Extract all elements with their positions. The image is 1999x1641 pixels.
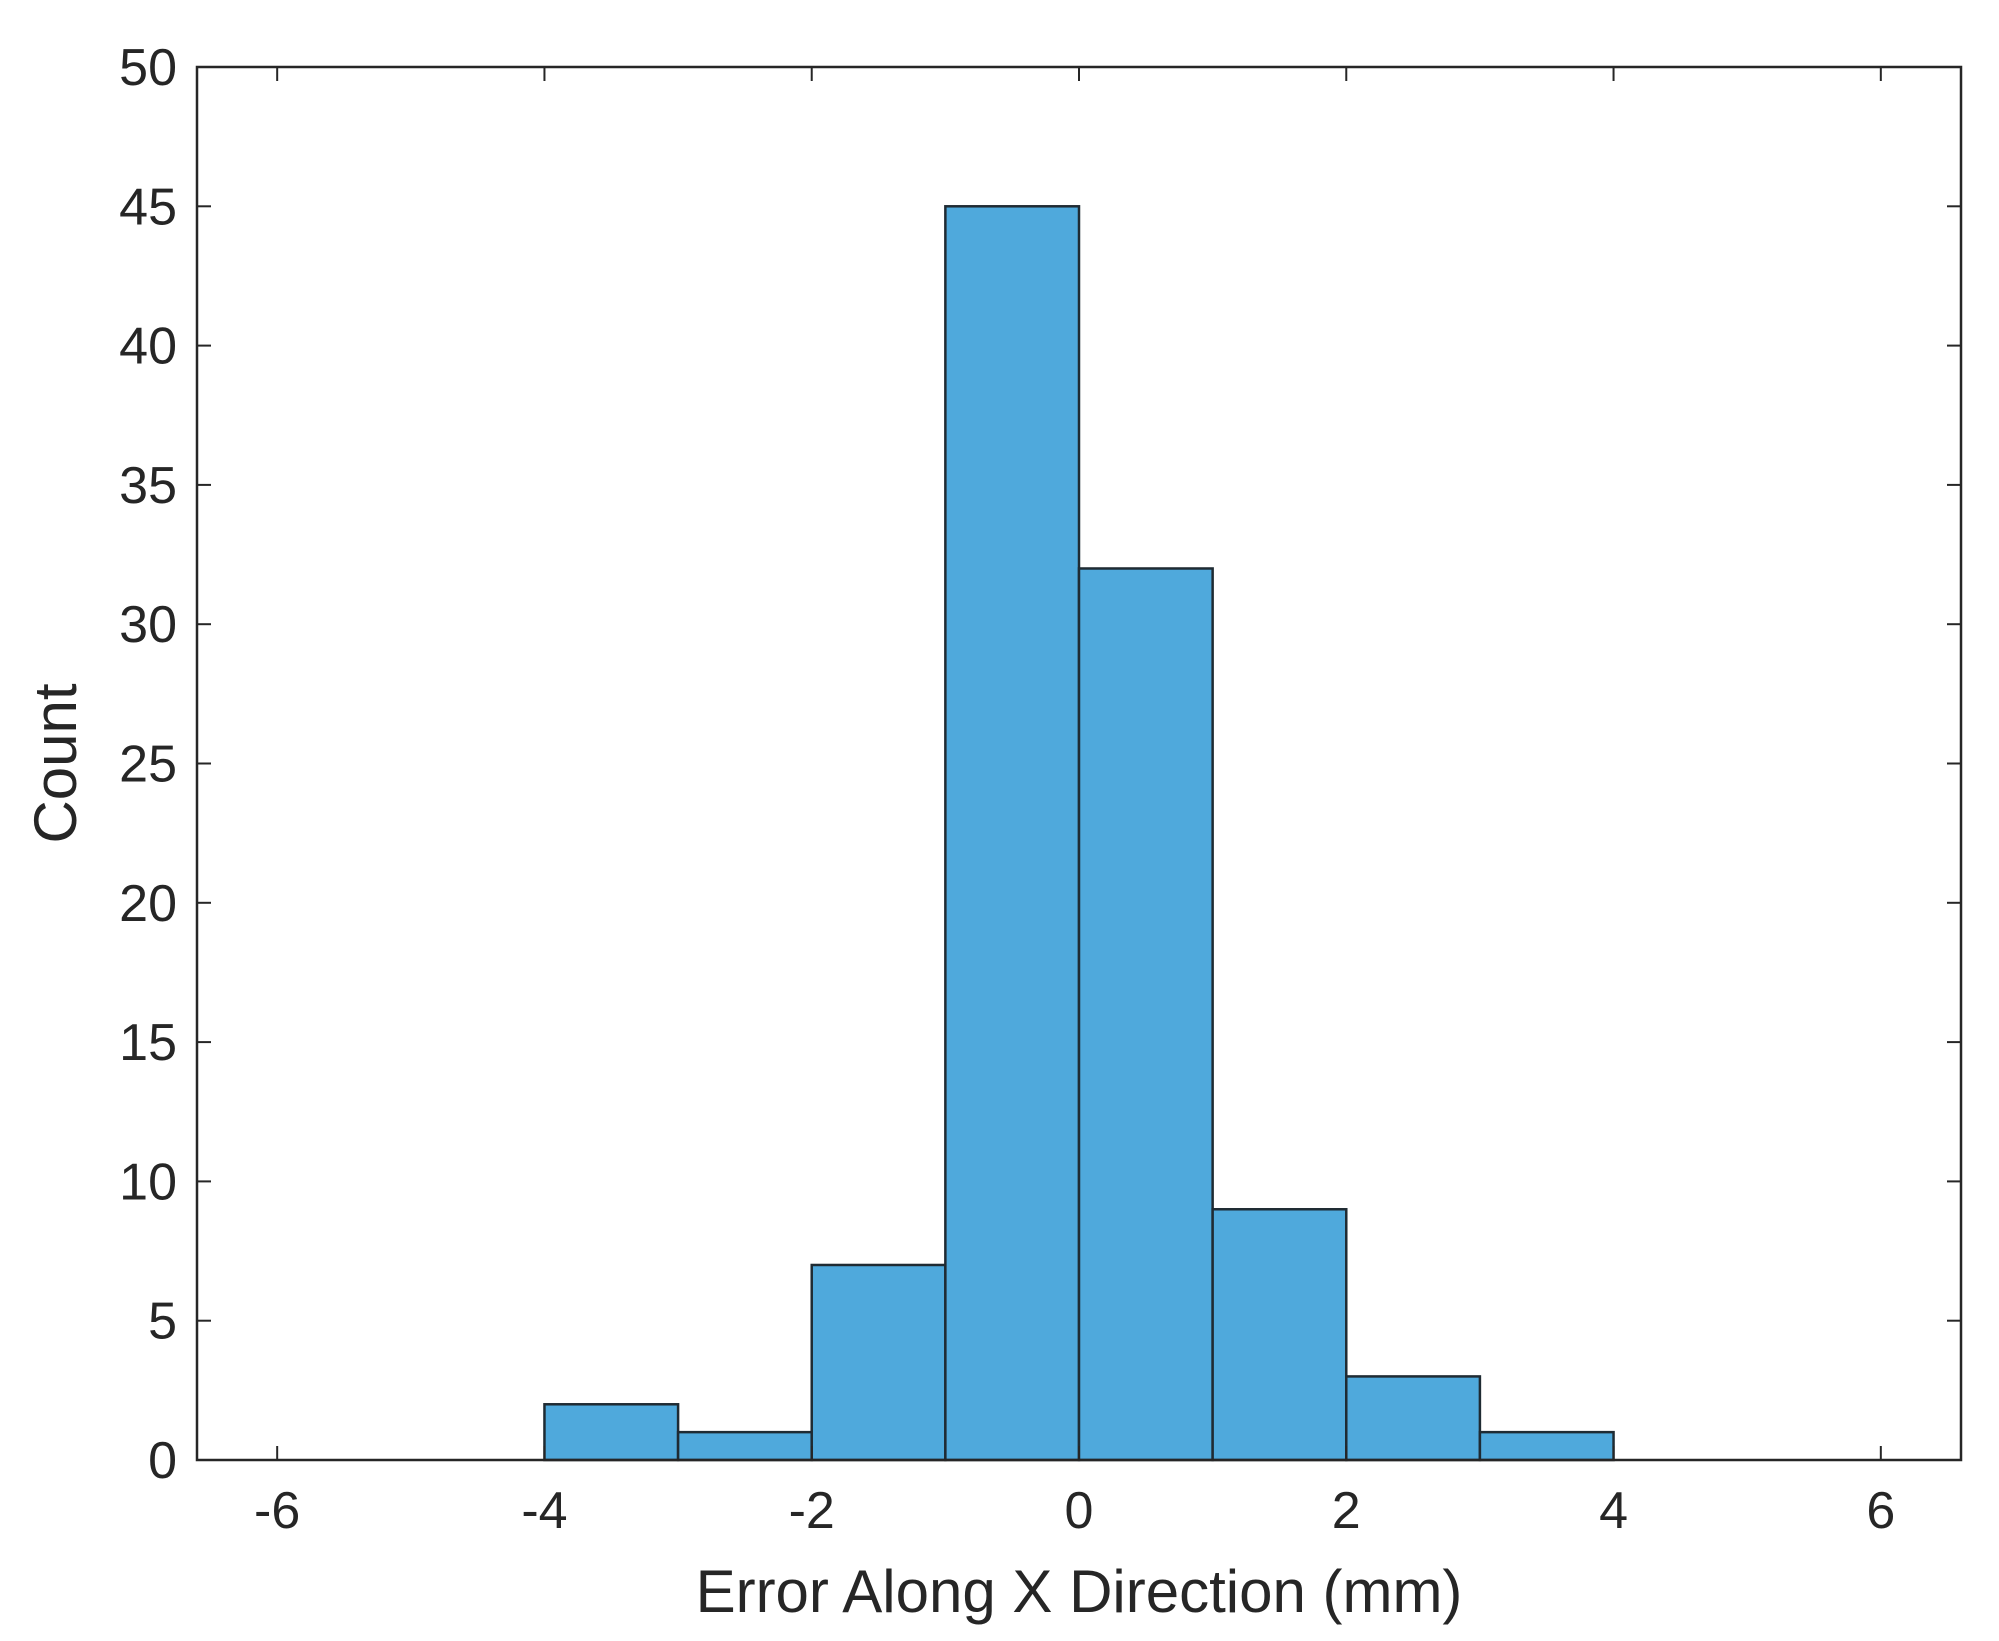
- y-tick-label: 10: [119, 1153, 177, 1211]
- axis-ticks: [197, 66, 1961, 1461]
- y-tick-label: 5: [148, 1293, 177, 1351]
- y-tick-label: 25: [119, 736, 177, 794]
- histogram-bar-6: [1345, 1375, 1482, 1462]
- x-tick-label: 2: [1332, 1482, 1361, 1540]
- x-axis-tick-labels: -6 -4 -2 0 2 4 6: [254, 1482, 1895, 1540]
- y-tick-label: 30: [119, 596, 177, 654]
- y-tick-label: 20: [119, 875, 177, 933]
- histogram-bar-1: [676, 1430, 813, 1462]
- y-tick-label: 40: [119, 318, 177, 376]
- y-tick-label: 50: [119, 39, 177, 97]
- y-tick-label: 35: [119, 457, 177, 515]
- x-tick-label: 0: [1065, 1482, 1094, 1540]
- histogram-bar-4: [1077, 567, 1214, 1462]
- x-tick-label: -2: [789, 1482, 835, 1540]
- histogram-bar-2: [810, 1263, 947, 1462]
- x-tick-label: 6: [1866, 1482, 1895, 1540]
- y-axis-tick-labels: 0 5 10 15 20 25 30 35 40 45 50: [119, 39, 177, 1490]
- histogram-bar-0: [543, 1403, 680, 1462]
- plot-area-frame: [195, 65, 1963, 1462]
- histogram-bar-3: [944, 205, 1081, 1462]
- histogram-bars: [543, 205, 1615, 1462]
- y-axis-label: Count: [22, 683, 89, 843]
- x-tick-label: -6: [254, 1482, 300, 1540]
- histogram-bar-7: [1478, 1430, 1615, 1462]
- y-tick-label: 15: [119, 1014, 177, 1072]
- histogram-bar-5: [1211, 1208, 1348, 1462]
- x-tick-label: 4: [1599, 1482, 1628, 1540]
- x-axis-label: Error Along X Direction (mm): [696, 1558, 1463, 1625]
- y-tick-label: 45: [119, 178, 177, 236]
- y-tick-label: 0: [148, 1432, 177, 1490]
- x-tick-label: -4: [521, 1482, 567, 1540]
